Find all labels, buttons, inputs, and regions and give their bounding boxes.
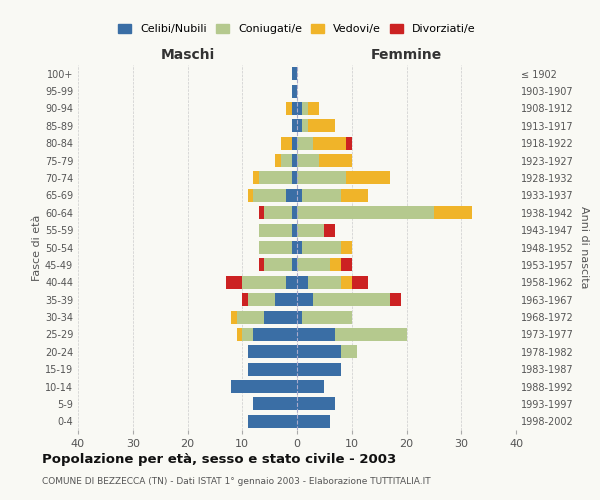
Bar: [313, 136, 346, 149]
Bar: [302, 102, 308, 115]
Bar: [264, 206, 292, 220]
Bar: [297, 241, 302, 254]
Bar: [297, 258, 330, 272]
Bar: [292, 154, 297, 167]
Bar: [308, 102, 319, 115]
Bar: [292, 102, 297, 115]
Bar: [297, 189, 302, 202]
Bar: [308, 120, 335, 132]
Bar: [308, 276, 341, 289]
Bar: [226, 276, 242, 289]
Bar: [292, 172, 297, 184]
Bar: [292, 84, 297, 98]
Bar: [248, 346, 297, 358]
Bar: [242, 328, 253, 341]
Bar: [346, 136, 352, 149]
Bar: [253, 328, 297, 341]
Bar: [292, 67, 297, 80]
Bar: [297, 362, 341, 376]
Bar: [242, 293, 248, 306]
Bar: [297, 172, 346, 184]
Bar: [253, 189, 286, 202]
Bar: [286, 102, 292, 115]
Bar: [341, 258, 352, 272]
Bar: [259, 172, 292, 184]
Bar: [253, 398, 297, 410]
Bar: [330, 258, 341, 272]
Bar: [297, 136, 313, 149]
Bar: [237, 310, 264, 324]
Bar: [297, 328, 335, 341]
Bar: [302, 189, 341, 202]
Bar: [292, 136, 297, 149]
Bar: [297, 154, 319, 167]
Bar: [248, 362, 297, 376]
Bar: [292, 241, 297, 254]
Bar: [297, 120, 302, 132]
Bar: [232, 310, 237, 324]
Bar: [302, 241, 341, 254]
Bar: [286, 189, 297, 202]
Bar: [335, 328, 407, 341]
Bar: [297, 398, 335, 410]
Bar: [264, 258, 292, 272]
Bar: [281, 136, 292, 149]
Bar: [297, 206, 434, 220]
Bar: [281, 154, 292, 167]
Bar: [297, 310, 302, 324]
Text: Popolazione per età, sesso e stato civile - 2003: Popolazione per età, sesso e stato civil…: [42, 452, 396, 466]
Bar: [319, 154, 352, 167]
Y-axis label: Anni di nascita: Anni di nascita: [579, 206, 589, 289]
Bar: [292, 120, 297, 132]
Bar: [297, 415, 330, 428]
Bar: [434, 206, 472, 220]
Bar: [253, 172, 259, 184]
Bar: [341, 189, 368, 202]
Bar: [341, 241, 352, 254]
Bar: [297, 224, 325, 236]
Bar: [248, 189, 253, 202]
Bar: [313, 293, 390, 306]
Bar: [352, 276, 368, 289]
Bar: [302, 310, 352, 324]
Bar: [297, 276, 308, 289]
Bar: [242, 276, 286, 289]
Bar: [341, 346, 357, 358]
Bar: [259, 206, 264, 220]
Bar: [259, 258, 264, 272]
Bar: [390, 293, 401, 306]
Text: COMUNE DI BEZZECCA (TN) - Dati ISTAT 1° gennaio 2003 - Elaborazione TUTTITALIA.I: COMUNE DI BEZZECCA (TN) - Dati ISTAT 1° …: [42, 478, 431, 486]
Bar: [232, 380, 297, 393]
Bar: [275, 154, 281, 167]
Text: Maschi: Maschi: [160, 48, 215, 62]
Bar: [297, 293, 313, 306]
Bar: [341, 276, 352, 289]
Bar: [248, 293, 275, 306]
Bar: [292, 258, 297, 272]
Bar: [292, 224, 297, 236]
Bar: [302, 120, 308, 132]
Text: Femmine: Femmine: [371, 48, 442, 62]
Bar: [248, 415, 297, 428]
Bar: [346, 172, 390, 184]
Bar: [264, 310, 297, 324]
Bar: [297, 380, 325, 393]
Bar: [297, 346, 341, 358]
Bar: [259, 224, 292, 236]
Bar: [237, 328, 242, 341]
Bar: [259, 241, 292, 254]
Bar: [325, 224, 335, 236]
Y-axis label: Fasce di età: Fasce di età: [32, 214, 42, 280]
Bar: [297, 102, 302, 115]
Bar: [275, 293, 297, 306]
Bar: [292, 206, 297, 220]
Legend: Celibi/Nubili, Coniugati/e, Vedovi/e, Divorziati/e: Celibi/Nubili, Coniugati/e, Vedovi/e, Di…: [114, 20, 480, 39]
Bar: [286, 276, 297, 289]
